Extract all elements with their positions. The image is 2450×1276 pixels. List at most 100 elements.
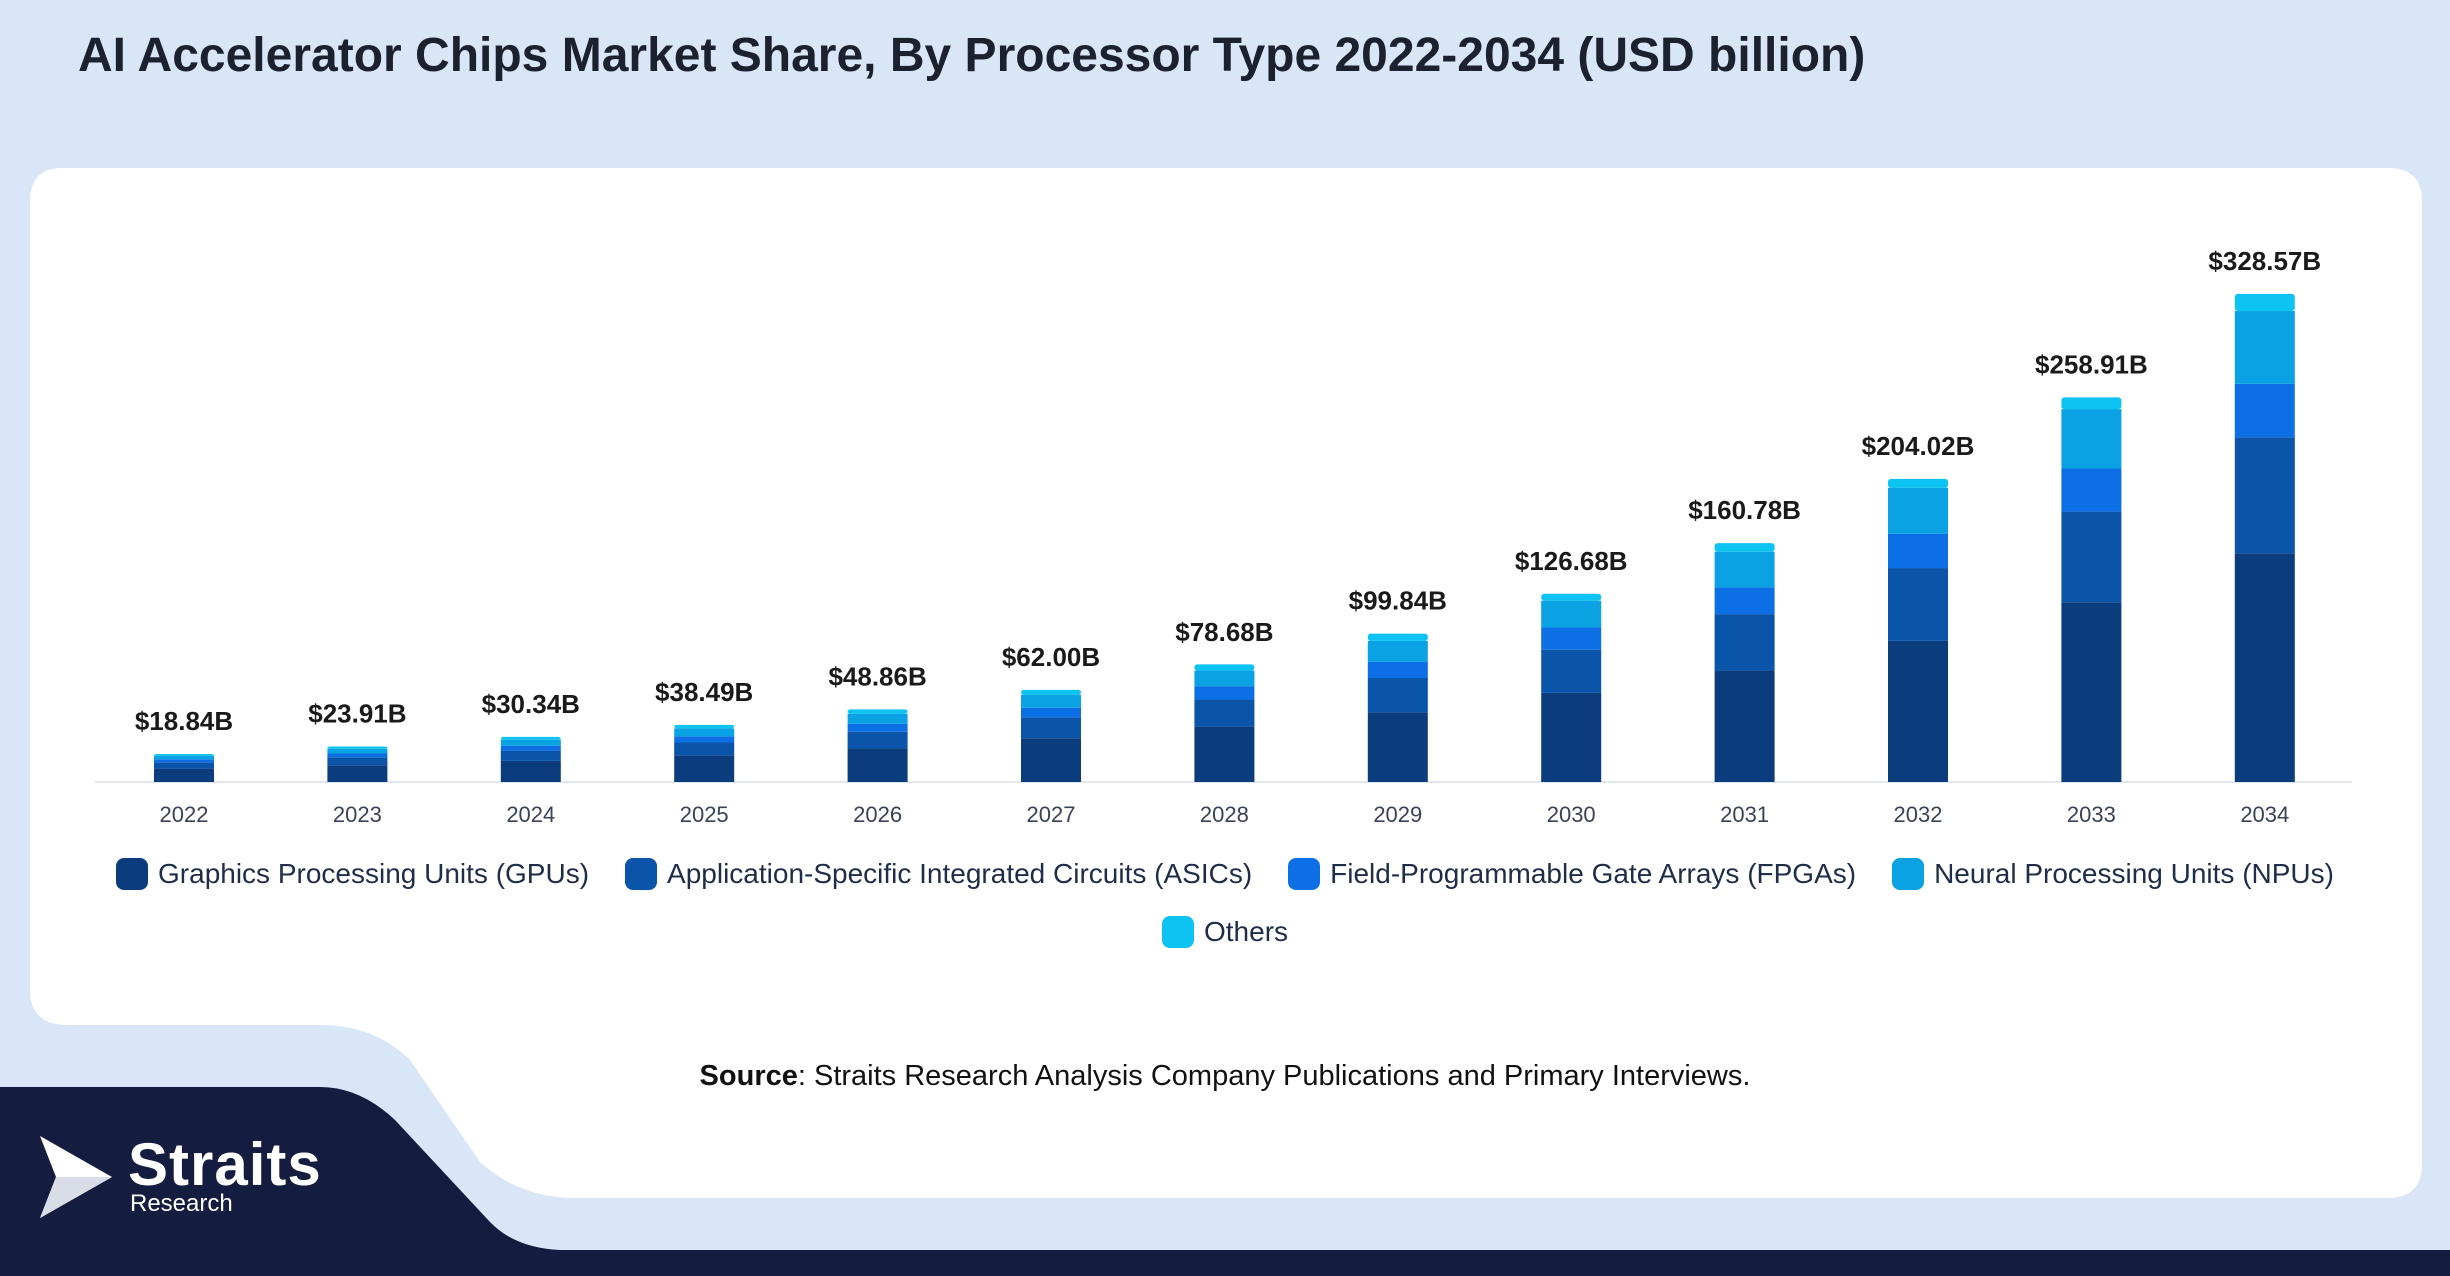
bar-segment-2026-series-2 (847, 731, 908, 749)
legend-label: Application-Specific Integrated Circuits… (667, 858, 1253, 889)
legend-swatch (1892, 858, 1925, 890)
bar-segment-2022-series-1 (154, 768, 214, 782)
bar-segment-2026-series-5 (847, 709, 908, 714)
x-tick-label-2023: 2023 (333, 802, 382, 827)
bar-segment-2027-series-2 (1021, 717, 1081, 739)
bar-stack-2034 (2234, 293, 2295, 782)
total-label-2022: $18.84B (135, 706, 233, 736)
bar-segment-2031-series-5 (1714, 543, 1775, 552)
footer-navy-band (0, 1087, 2450, 1276)
bar-segment-2024-series-5 (500, 736, 561, 740)
bar-segment-2033-series-3 (2061, 468, 2122, 512)
bar-segment-2024-series-4 (500, 739, 561, 746)
bar-stack-2022 (154, 754, 214, 782)
bar-stack-2029 (1367, 633, 1428, 782)
bar-segment-2030-series-5 (1541, 593, 1602, 601)
bar-segment-2033-series-1 (2061, 602, 2122, 782)
bar-stack-2031 (1714, 543, 1775, 782)
bar-segment-2023-series-3 (327, 753, 388, 758)
bar-segment-2030-series-2 (1541, 649, 1602, 693)
x-tick-label-2032: 2032 (1894, 802, 1943, 827)
x-tick-label-2028: 2028 (1200, 802, 1249, 827)
bar-segment-2032-series-2 (1888, 568, 1948, 641)
bar-segment-2029-series-5 (1367, 633, 1428, 641)
bar-segment-2022-series-2 (154, 762, 214, 769)
x-tick-label-2031: 2031 (1720, 802, 1769, 827)
bar-segment-2031-series-1 (1714, 670, 1775, 782)
bar-segment-2024-series-1 (500, 760, 561, 782)
bar-segment-2022-series-3 (154, 759, 214, 763)
total-label-2032: $204.02B (1862, 431, 1975, 461)
legend-swatch (1288, 858, 1321, 890)
bar-segment-2034-series-1 (2234, 553, 2295, 782)
total-label-2034: $328.57B (2208, 246, 2321, 276)
x-tick-label-2026: 2026 (853, 802, 902, 827)
bar-stack-2032 (1888, 478, 1948, 782)
bar-segment-2029-series-3 (1367, 661, 1428, 678)
legend-swatch (625, 858, 658, 890)
bar-stack-2027 (1021, 689, 1081, 782)
bar-segment-2025-series-3 (674, 736, 735, 743)
bar-stack-2030 (1541, 593, 1602, 782)
bar-segment-2025-series-4 (674, 728, 735, 737)
source-text: : Straits Research Analysis Company Publ… (797, 1060, 1751, 1092)
bar-segment-2027-series-5 (1021, 689, 1081, 695)
bar-stack-2026 (847, 709, 908, 782)
x-tick-label-2027: 2027 (1027, 802, 1076, 827)
bar-segment-2029-series-4 (1367, 640, 1428, 662)
bar-segment-2031-series-4 (1714, 551, 1775, 588)
bar-segment-2024-series-2 (500, 750, 561, 761)
bar-segment-2028-series-4 (1194, 670, 1255, 687)
bar-segment-2023-series-4 (327, 748, 388, 754)
bar-segment-2027-series-4 (1021, 694, 1081, 708)
legend-swatch (1161, 916, 1194, 948)
logo-arrow-icon (40, 1136, 112, 1218)
bar-segment-2034-series-3 (2234, 383, 2295, 438)
legend-swatch (116, 858, 149, 890)
legend-item-1: Graphics Processing Units (GPUs) (116, 858, 589, 890)
bar-segment-2032-series-3 (1888, 533, 1948, 569)
bar-segment-2028-series-2 (1194, 699, 1255, 727)
legend-item-5: Others (1161, 916, 1289, 948)
total-label-2024: $30.34B (482, 689, 580, 719)
x-tick-label-2022: 2022 (160, 802, 209, 827)
bar-segment-2028-series-5 (1194, 664, 1255, 671)
total-label-2028: $78.68B (1175, 617, 1273, 647)
bar-segment-2030-series-1 (1541, 692, 1602, 782)
bar-segment-2031-series-3 (1714, 587, 1775, 615)
bar-segment-2024-series-3 (500, 745, 561, 751)
total-label-2025: $38.49B (655, 677, 753, 707)
bar-segment-2031-series-2 (1714, 614, 1775, 671)
legend: Graphics Processing Units (GPUs) Applicat… (90, 858, 2360, 948)
page-title: AI Accelerator Chips Market Share, By Pr… (78, 29, 1866, 82)
bar-stack-2023 (327, 746, 388, 782)
bar-segment-2028-series-3 (1194, 686, 1255, 700)
x-tick-label-2025: 2025 (680, 802, 729, 827)
x-tick-label-2024: 2024 (506, 802, 555, 827)
bar-segment-2032-series-1 (1888, 640, 1948, 782)
bar-segment-2032-series-5 (1888, 478, 1948, 488)
bar-segment-2023-series-1 (327, 765, 388, 782)
bar-segment-2022-series-4 (154, 755, 214, 760)
bar-stack-2033 (2061, 397, 2122, 782)
bar-segment-2030-series-4 (1541, 600, 1602, 628)
bar-segment-2023-series-2 (327, 757, 388, 766)
bar-stack-2024 (500, 736, 561, 782)
legend-item-4: Neural Processing Units (NPUs) (1892, 858, 2334, 890)
bar-segment-2029-series-2 (1367, 678, 1428, 713)
bar-segment-2025-series-2 (674, 742, 735, 756)
logo-wordmark: Straits (128, 1131, 322, 1198)
bar-segment-2032-series-4 (1888, 487, 1948, 534)
legend-item-2: Application-Specific Integrated Circuits… (625, 858, 1252, 890)
source-label: Source (699, 1060, 798, 1092)
bar-segment-2033-series-5 (2061, 397, 2122, 410)
bar-segment-2025-series-5 (674, 724, 735, 729)
total-label-2029: $99.84B (1349, 586, 1447, 616)
bar-segment-2025-series-1 (674, 755, 735, 782)
legend-label: Graphics Processing Units (GPUs) (158, 858, 590, 889)
total-label-2033: $258.91B (2035, 349, 2148, 379)
bar-segment-2029-series-1 (1367, 712, 1428, 782)
legend-label: Others (1203, 916, 1289, 947)
bar-segment-2028-series-1 (1194, 726, 1255, 782)
